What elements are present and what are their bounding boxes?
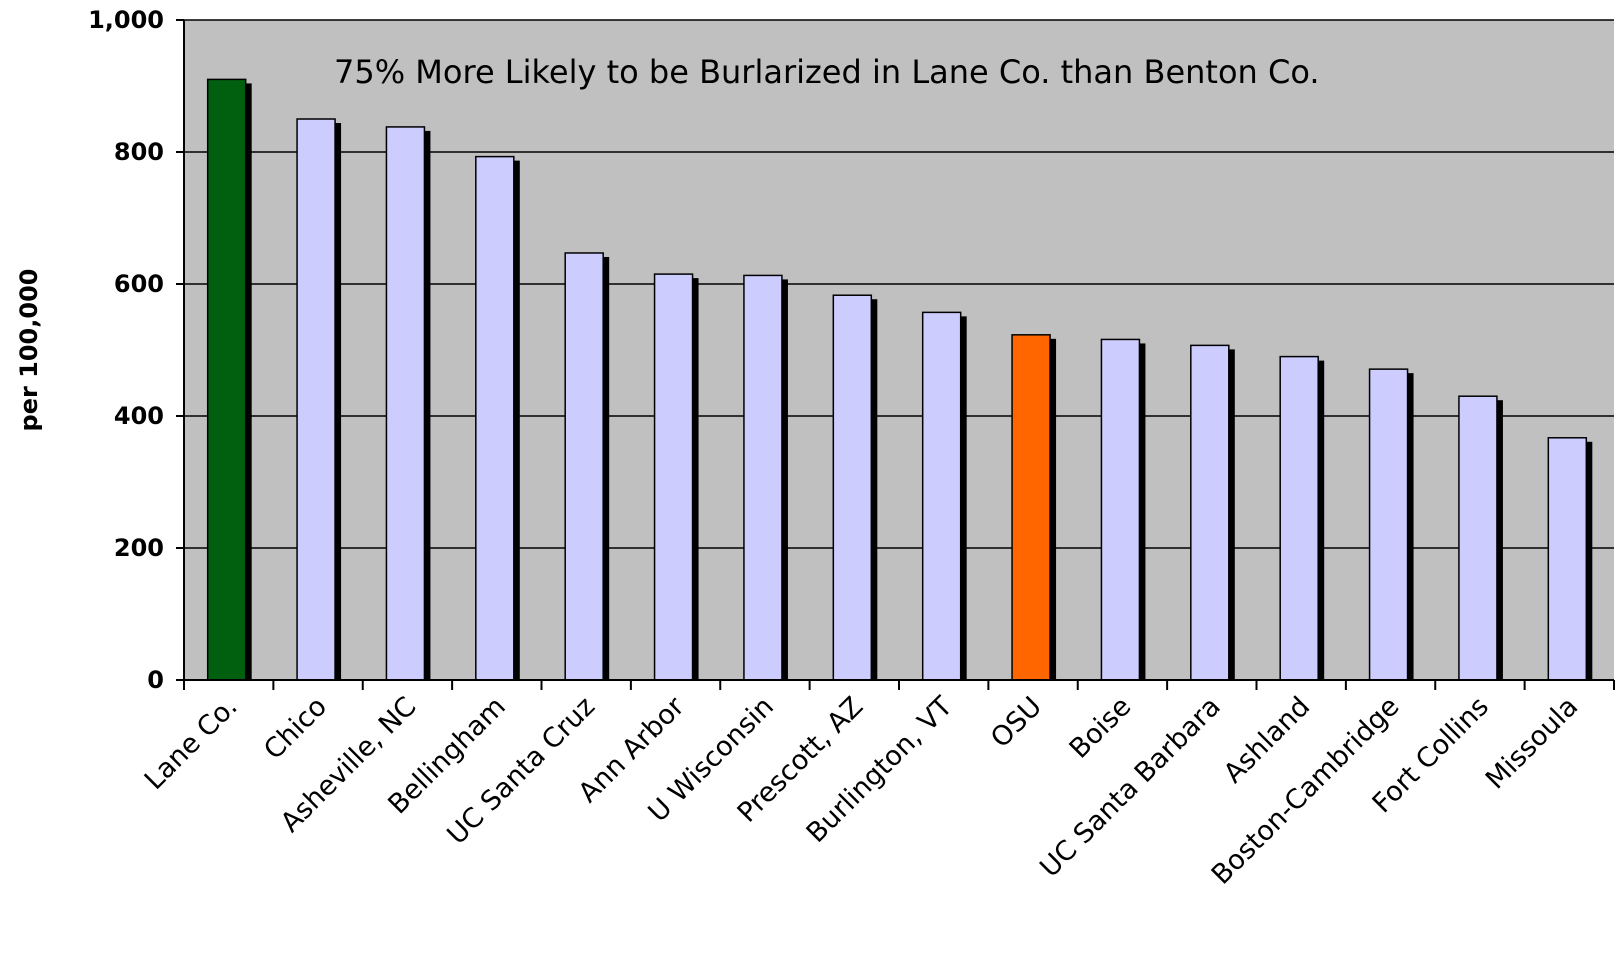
- y-tick-labels: 0 200 400 600 800 1,000: [88, 6, 164, 694]
- bar: [1547, 437, 1588, 681]
- bar: [1368, 368, 1409, 681]
- x-tick-label: UC Santa Barbara: [1034, 691, 1226, 883]
- y-tick-label: 0: [147, 666, 164, 694]
- bar: [475, 155, 515, 681]
- bar: [1011, 334, 1051, 681]
- bar: [1190, 344, 1230, 681]
- bar: [743, 274, 783, 681]
- bar: [296, 118, 336, 681]
- x-tick-label: Lane Co.: [139, 691, 244, 796]
- bar: [921, 311, 962, 681]
- x-tick-label: Missoula: [1480, 691, 1584, 795]
- bar: [1100, 338, 1141, 681]
- bar: [653, 273, 694, 681]
- x-tick-label: Chico: [258, 691, 333, 766]
- bar: [832, 294, 873, 681]
- bar: [1279, 355, 1319, 681]
- bar: [564, 252, 604, 681]
- y-axis-label: per 100,000: [15, 269, 43, 432]
- bar: [1458, 395, 1498, 681]
- bars: [206, 78, 1593, 681]
- bar: [385, 126, 426, 681]
- y-tick-label: 200: [114, 534, 164, 562]
- bar: [206, 78, 247, 681]
- x-tick-label: Boise: [1064, 691, 1138, 765]
- axes: [176, 19, 1615, 690]
- chart-annotation: 75% More Likely to be Burlarized in Lane…: [334, 53, 1320, 91]
- y-tick-label: 800: [114, 138, 164, 166]
- x-tick-label: OSU: [985, 691, 1048, 754]
- y-tick-label: 1,000: [88, 6, 164, 34]
- y-tick-label: 400: [114, 402, 164, 430]
- y-tick-label: 600: [114, 270, 164, 298]
